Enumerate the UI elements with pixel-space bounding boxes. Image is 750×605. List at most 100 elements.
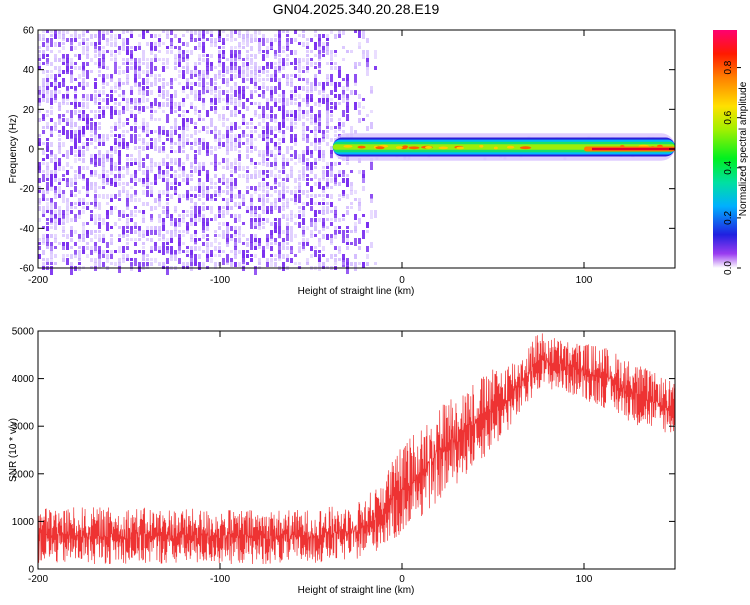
noise-cell <box>154 182 157 185</box>
noise-cell <box>198 214 201 218</box>
noise-cell <box>46 246 49 249</box>
noise-cell <box>110 158 113 166</box>
noise-cell <box>166 206 169 211</box>
noise-cell <box>254 54 257 59</box>
noise-cell <box>114 122 117 127</box>
noise-cell <box>170 46 173 49</box>
noise-cell <box>166 154 169 159</box>
noise-cell <box>246 38 249 42</box>
noise-cell <box>278 226 281 230</box>
noise-cell <box>134 122 137 125</box>
noise-cell <box>330 138 333 142</box>
noise-cell <box>338 258 341 261</box>
noise-cell <box>262 94 265 99</box>
noise-cell <box>162 90 165 95</box>
noise-cell <box>346 162 349 165</box>
noise-cell <box>258 70 261 73</box>
noise-cell <box>278 94 281 97</box>
noise-cell <box>366 38 369 43</box>
noise-cell <box>314 138 317 143</box>
noise-cell <box>42 142 45 145</box>
noise-cell <box>194 254 197 258</box>
noise-cell <box>62 126 65 135</box>
noise-cell <box>90 230 93 235</box>
noise-cell <box>194 186 197 191</box>
noise-cell <box>194 110 197 115</box>
noise-cell <box>214 246 217 251</box>
noise-cell <box>294 38 297 42</box>
noise-cell <box>46 122 49 127</box>
noise-cell <box>182 150 185 153</box>
noise-cell <box>146 78 149 83</box>
noise-cell <box>170 78 173 85</box>
noise-cell <box>258 170 261 174</box>
noise-cell <box>210 130 213 134</box>
noise-cell <box>254 126 257 129</box>
noise-cell <box>262 54 265 61</box>
noise-cell <box>334 182 337 186</box>
noise-cell <box>190 102 193 106</box>
noise-cell <box>314 210 317 215</box>
noise-cell <box>210 186 213 189</box>
noise-cell <box>98 262 101 267</box>
noise-cell <box>142 254 145 258</box>
noise-cell <box>130 210 133 215</box>
noise-cell <box>158 262 161 266</box>
noise-cell <box>190 218 193 222</box>
noise-cell <box>262 82 265 86</box>
noise-cell <box>226 118 229 121</box>
noise-cell <box>230 66 233 70</box>
noise-cell <box>86 46 89 51</box>
noise-cell <box>110 198 113 202</box>
noise-cell <box>266 150 269 156</box>
noise-cell <box>186 94 189 99</box>
noise-cell <box>110 38 113 41</box>
noise-cell <box>322 50 325 53</box>
noise-cell <box>198 254 201 259</box>
noise-cell <box>102 250 105 254</box>
noise-cell <box>58 118 61 122</box>
noise-cell <box>122 230 125 235</box>
noise-cell <box>110 134 113 137</box>
noise-cell <box>250 210 253 214</box>
noise-cell <box>182 218 185 223</box>
noise-cell <box>298 242 301 245</box>
noise-cell <box>158 38 161 42</box>
noise-cell <box>130 114 133 118</box>
noise-cell <box>98 250 101 259</box>
noise-cell <box>170 130 173 135</box>
noise-cell <box>142 142 145 145</box>
noise-cell <box>50 262 53 265</box>
noise-cell <box>122 98 125 101</box>
noise-cell <box>314 214 317 217</box>
noise-cell <box>250 222 253 226</box>
noise-cell <box>118 70 121 75</box>
noise-cell <box>210 66 213 71</box>
noise-cell <box>178 158 181 167</box>
noise-cell <box>118 122 121 126</box>
noise-cell <box>182 142 185 147</box>
noise-cell <box>218 178 221 183</box>
noise-cell <box>262 226 265 229</box>
noise-cell <box>266 258 269 263</box>
noise-cell <box>198 38 201 41</box>
noise-cell <box>38 190 41 193</box>
noise-cell <box>74 154 77 157</box>
noise-cell <box>334 254 337 257</box>
noise-cell <box>338 34 341 38</box>
noise-cell <box>142 170 145 175</box>
noise-cell <box>142 118 145 122</box>
noise-cell <box>198 62 201 65</box>
noise-cell <box>190 146 193 150</box>
noise-cell <box>54 170 57 174</box>
noise-cell <box>194 194 197 198</box>
noise-cell <box>142 250 145 255</box>
noise-cell <box>306 166 309 171</box>
noise-cell <box>294 30 297 34</box>
noise-cell <box>134 78 137 83</box>
noise-cell <box>330 114 333 117</box>
noise-cell <box>322 190 325 193</box>
noise-cell <box>66 130 69 139</box>
noise-cell <box>238 230 241 235</box>
noise-cell <box>314 194 317 198</box>
